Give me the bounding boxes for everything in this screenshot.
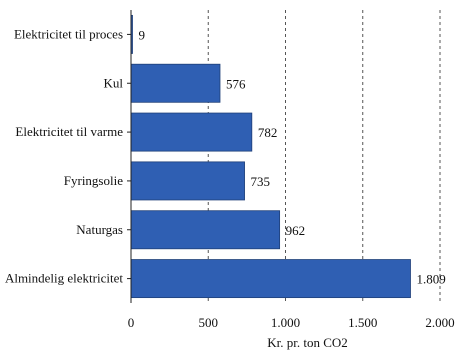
category-label: Fyringsolie xyxy=(64,173,123,188)
value-label: 576 xyxy=(226,76,246,91)
x-tick-label: 500 xyxy=(199,315,219,330)
x-tick-label: 1.500 xyxy=(348,315,377,330)
category-label: Kul xyxy=(104,75,124,90)
bar xyxy=(130,112,253,152)
category-label: Naturgas xyxy=(76,222,123,237)
value-label: 782 xyxy=(258,125,278,140)
labels: 0 500 1.000 1.500 2.000 Elektricitet til proc… xyxy=(5,26,455,330)
value-label: 962 xyxy=(286,223,306,238)
bar xyxy=(130,259,411,299)
bars xyxy=(130,14,411,299)
category-label: Almindelig elektricitet xyxy=(5,271,123,286)
y-axis xyxy=(127,10,132,303)
bar xyxy=(130,161,245,201)
x-tick-label: 2.000 xyxy=(425,315,454,330)
category-label: Elektricitet til proces xyxy=(14,26,123,41)
value-label: 735 xyxy=(251,174,271,189)
bar xyxy=(130,210,281,250)
category-label: Elektricitet til varme xyxy=(15,124,123,139)
grid-lines xyxy=(207,10,441,303)
x-axis-title: Kr. pr. ton CO2 xyxy=(267,335,348,350)
x-tick-label: 0 xyxy=(128,315,135,330)
x-tick-label: 1.000 xyxy=(271,315,300,330)
value-label: 1.809 xyxy=(416,272,445,287)
value-label: 9 xyxy=(139,27,146,42)
bar xyxy=(130,63,221,103)
